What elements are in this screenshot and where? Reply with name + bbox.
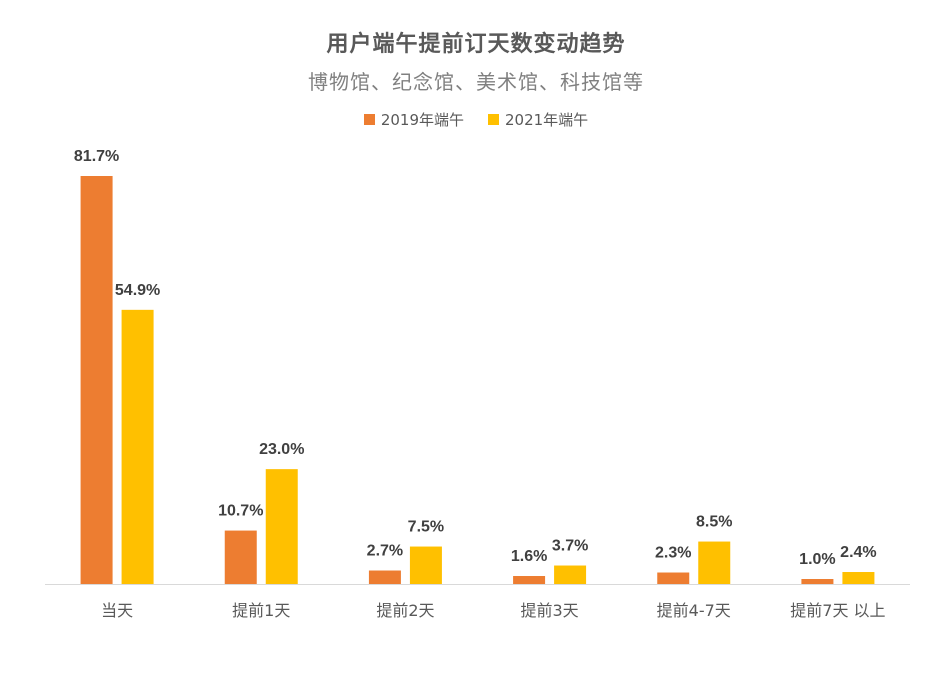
legend-item-2021: 2021年端午 — [488, 109, 588, 130]
chart-title: 用户端午提前订天数变动趋势 — [326, 32, 626, 57]
legend-label-2021: 2021年端午 — [505, 111, 589, 129]
bar-s1-c3 — [554, 565, 587, 584]
bar-s1-c2 — [409, 546, 442, 584]
bar-s0-c1 — [224, 530, 257, 584]
legend-item-2019: 2019年端午 — [363, 109, 464, 130]
data-label-s0-c5: 1.0% — [799, 551, 835, 568]
data-label-s0-c3: 1.6% — [511, 548, 547, 565]
bar-s0-c5 — [801, 579, 834, 584]
legend-swatch-2021 — [488, 114, 499, 125]
data-label-s0-c0: 81.7% — [74, 148, 119, 165]
data-label-s1-c1: 23.0% — [259, 441, 304, 458]
legend-label-2019: 2019年端午 — [380, 111, 464, 129]
data-label-s1-c5: 2.4% — [840, 544, 876, 561]
chart-subtitle: 博物馆、纪念馆、美术馆、科技馆等 — [308, 70, 644, 94]
bar-s0-c2 — [368, 570, 401, 584]
legend-swatch-2019 — [363, 114, 375, 125]
x-tick-label-2: 提前2天 — [376, 601, 434, 620]
bar-s1-c4 — [698, 541, 731, 584]
bar-s1-c1 — [265, 469, 298, 584]
data-label-s1-c4: 8.5% — [696, 514, 732, 531]
data-label-s0-c4: 2.3% — [655, 545, 691, 562]
x-tick-label-1: 提前1天 — [232, 601, 290, 620]
x-tick-label-5: 提前7天 以上 — [790, 601, 885, 620]
bar-s0-c3 — [513, 576, 546, 584]
chart-legend: 2019年端午 2021年端午 — [0, 109, 952, 130]
bar-s0-c0 — [80, 176, 113, 584]
data-label-s0-c1: 10.7% — [218, 503, 263, 520]
data-label-s1-c3: 3.7% — [552, 538, 588, 555]
x-tick-label-3: 提前3天 — [520, 601, 578, 620]
data-label-s1-c2: 7.5% — [408, 519, 444, 536]
x-tick-label-0: 当天 — [101, 601, 133, 620]
bar-s0-c4 — [657, 572, 690, 584]
data-label-s1-c0: 54.9% — [115, 282, 160, 299]
bar-s1-c5 — [842, 572, 875, 584]
data-label-s0-c2: 2.7% — [367, 543, 403, 560]
bar-s1-c0 — [121, 309, 154, 584]
x-tick-label-4: 提前4-7天 — [657, 601, 731, 620]
